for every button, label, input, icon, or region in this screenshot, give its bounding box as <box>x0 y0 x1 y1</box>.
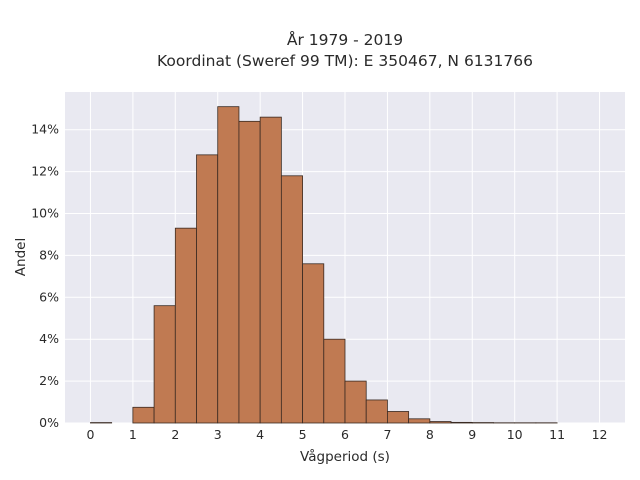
histogram-bar <box>387 411 410 424</box>
histogram-bar <box>153 305 176 424</box>
y-axis-label: Andel <box>13 238 29 276</box>
x-tick-label: 7 <box>383 427 391 442</box>
histogram-bar <box>365 399 388 424</box>
x-tick-label: 8 <box>426 427 434 442</box>
x-axis-ticks: 0 1 2 3 4 5 6 7 8 9 10 11 12 <box>86 427 607 442</box>
x-tick-label: 1 <box>129 427 137 442</box>
y-axis-ticks: 0% 2% 4% 6% 8% 10% 12% 14% <box>31 122 59 430</box>
x-tick-label: 9 <box>468 427 476 442</box>
y-tick-label: 8% <box>39 247 59 262</box>
x-tick-label: 2 <box>171 427 179 442</box>
x-tick-label: 0 <box>86 427 94 442</box>
x-tick-label: 12 <box>592 427 608 442</box>
x-tick-label: 10 <box>507 427 523 442</box>
x-tick-label: 11 <box>549 427 565 442</box>
y-tick-label: 6% <box>39 289 59 304</box>
bars <box>90 106 558 424</box>
histogram-bar <box>259 116 282 424</box>
y-tick-label: 4% <box>39 331 59 346</box>
y-tick-label: 14% <box>31 122 59 137</box>
chart-title-line2: Koordinat (Sweref 99 TM): E 350467, N 61… <box>157 52 533 70</box>
y-tick-label: 10% <box>31 206 59 221</box>
y-tick-label: 12% <box>31 164 59 179</box>
histogram-bar <box>450 421 473 424</box>
histogram-bar <box>302 263 325 424</box>
x-tick-label: 3 <box>214 427 222 442</box>
x-tick-label: 6 <box>341 427 349 442</box>
histogram-bar <box>280 175 303 424</box>
histogram-bar <box>344 380 367 424</box>
histogram-bar <box>238 120 261 424</box>
histogram-bar <box>132 406 155 424</box>
chart-title-line1: År 1979 - 2019 <box>287 30 403 49</box>
histogram-bar <box>174 227 197 424</box>
histogram-bar <box>323 338 346 424</box>
histogram-bar <box>196 154 219 424</box>
x-axis-label: Vågperiod (s) <box>300 448 390 465</box>
histogram-bar <box>217 106 240 424</box>
x-tick-label: 5 <box>299 427 307 442</box>
histogram-bar <box>429 421 452 424</box>
x-tick-label: 4 <box>256 427 264 442</box>
histogram-bar <box>408 418 431 424</box>
y-tick-label: 2% <box>39 373 59 388</box>
y-tick-label: 0% <box>39 415 59 430</box>
